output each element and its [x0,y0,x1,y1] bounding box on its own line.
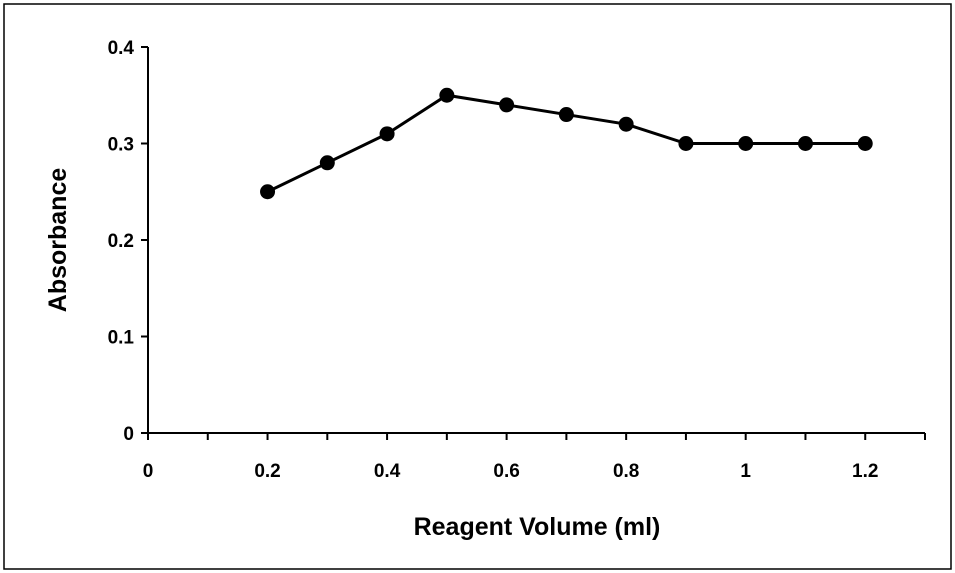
data-point [319,155,335,171]
y-axis-title: Absorbance [44,168,72,313]
x-tick-label: 1 [740,461,751,482]
x-tick-label: 0.6 [493,461,519,482]
data-point [618,116,634,132]
data-point [678,136,694,151]
x-tick-label: 1.2 [852,461,878,482]
x-tick-label: 0.2 [254,461,280,482]
x-tick-label: 0.4 [374,461,401,482]
y-tick-label: 0 [123,424,134,445]
data-point [260,184,276,200]
y-tick-label: 0.3 [108,135,134,156]
y-tick-label: 0.4 [108,38,135,59]
data-point [797,136,813,151]
x-tick-label: 0.8 [613,461,639,482]
data-point [439,87,455,103]
y-tick-label: 0.1 [108,328,135,349]
x-axis-ticks: 0 0.2 0.4 0.6 0.8 1 1.2 [143,433,926,482]
data-point [379,126,395,142]
data-point [558,107,574,123]
chart-frame [3,3,952,570]
y-tick-label: 0.2 [108,231,134,252]
data-point [738,136,754,151]
x-axis-title: Reagent Volume (ml) [414,513,661,541]
y-axis-ticks: 0 0.1 0.2 0.3 0.4 [108,38,148,445]
data-point [857,136,873,151]
series-group [260,87,873,200]
x-tick-label: 0 [143,461,154,482]
data-point [499,97,515,113]
